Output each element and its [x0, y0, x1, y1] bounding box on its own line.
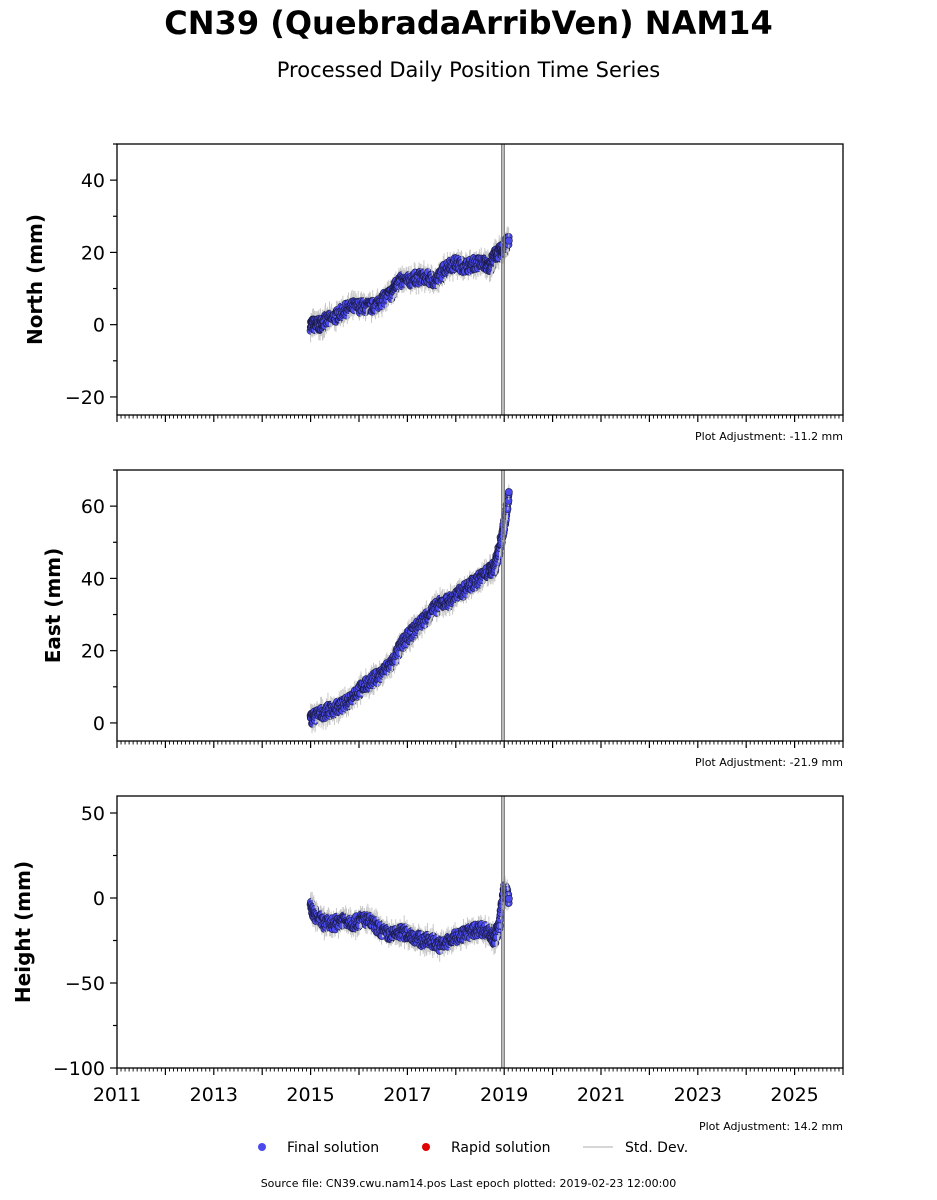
y-tick-label: 0 [93, 315, 105, 337]
chart-subtitle: Processed Daily Position Time Series [276, 58, 661, 82]
x-tick-label: 2013 [190, 1084, 238, 1106]
legend-label: Std. Dev. [625, 1140, 688, 1156]
plot-frame [116, 469, 844, 742]
y-tick-label: 20 [81, 641, 105, 663]
legend: Final solution Rapid solution Std. Dev. [258, 1140, 688, 1156]
y-axis-title: East (mm) [41, 548, 65, 664]
legend-label: Final solution [287, 1140, 379, 1156]
y-tick-label: 0 [93, 888, 105, 910]
y-tick-label: −20 [65, 387, 105, 409]
plot-adjustment-label: Plot Adjustment: -21.9 mm [695, 756, 843, 769]
plot-frame [116, 143, 844, 416]
panel-1 [110, 143, 844, 422]
y-tick-label: 0 [93, 713, 105, 735]
x-tick-label: 2015 [286, 1084, 334, 1106]
legend-marker [422, 1143, 430, 1151]
y-tick-label: −50 [65, 973, 105, 995]
x-tick-label: 2019 [480, 1084, 528, 1106]
legend-label: Rapid solution [451, 1140, 551, 1156]
final-solution-point [504, 488, 513, 496]
legend-marker [258, 1143, 266, 1151]
y-tick-label: 40 [81, 568, 105, 590]
chart-title: CN39 (QuebradaArribVen) NAM14 [164, 4, 773, 42]
x-tick-label: 2023 [674, 1084, 722, 1106]
x-tick-label: 2021 [577, 1084, 625, 1106]
panel-3 [110, 795, 844, 1075]
panel-2 [110, 469, 844, 748]
y-tick-label: 40 [81, 170, 105, 192]
y-axis-title: North (mm) [23, 214, 47, 345]
y-tick-label: 20 [81, 242, 105, 264]
plot-adjustment-label: Plot Adjustment: 14.2 mm [699, 1120, 843, 1133]
y-axis-title: Height (mm) [11, 861, 35, 1003]
final-solution-point [504, 894, 513, 903]
plot-adjustment-label: Plot Adjustment: -11.2 mm [695, 430, 843, 443]
x-tick-label: 2025 [770, 1084, 818, 1106]
x-tick-label: 2011 [93, 1084, 141, 1106]
x-tick-label: 2017 [383, 1084, 431, 1106]
final-solution-point [504, 236, 513, 245]
source-note: Source file: CN39.cwu.nam14.pos Last epo… [260, 1177, 677, 1190]
y-tick-label: 60 [81, 496, 105, 518]
y-tick-label: 50 [81, 803, 105, 825]
y-tick-label: −100 [53, 1058, 105, 1080]
